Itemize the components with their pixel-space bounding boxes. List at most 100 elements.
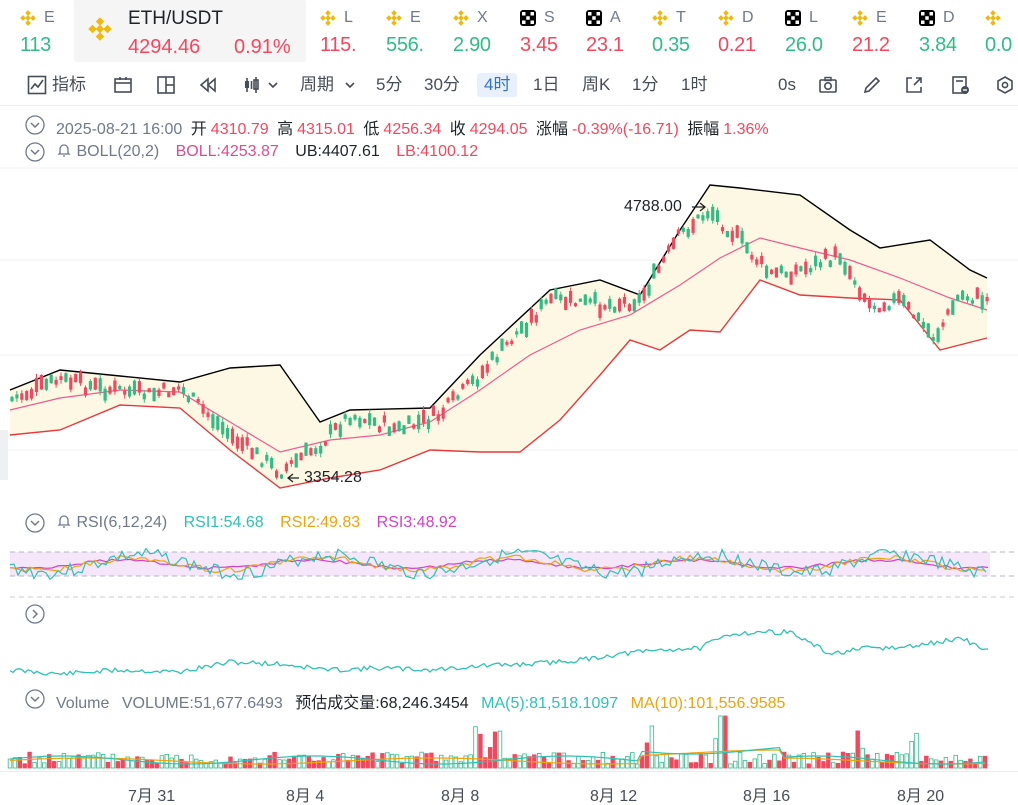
candle bbox=[123, 390, 127, 395]
ticker-item[interactable]: E 556. bbox=[386, 0, 432, 64]
ticker-item[interactable]: T 0.35 bbox=[652, 0, 698, 64]
candle bbox=[417, 414, 421, 430]
candle bbox=[926, 323, 930, 338]
candle bbox=[814, 255, 818, 267]
volume-bar bbox=[919, 760, 924, 769]
ticker-item[interactable]: L 115. bbox=[320, 0, 366, 64]
candle bbox=[34, 377, 39, 393]
volume-bar bbox=[816, 756, 821, 769]
candle bbox=[755, 259, 759, 265]
collapse-icon[interactable] bbox=[25, 115, 45, 135]
candle bbox=[255, 447, 259, 455]
volume-bar bbox=[831, 762, 836, 769]
candle bbox=[260, 463, 264, 467]
volume-bar bbox=[487, 747, 493, 769]
candle bbox=[338, 424, 342, 437]
price-chart[interactable]: 4788.00 3354.28 bbox=[0, 160, 1018, 505]
interval-1w[interactable]: 周K bbox=[582, 75, 611, 94]
candle bbox=[15, 394, 19, 399]
ticker-item[interactable]: A 23.1 bbox=[586, 0, 632, 64]
ticker-item[interactable]: S 3.45 bbox=[520, 0, 566, 64]
interval-30m[interactable]: 30分 bbox=[424, 75, 460, 94]
volume-bar bbox=[693, 762, 699, 769]
indicator-icon bbox=[27, 75, 47, 95]
candle bbox=[314, 448, 318, 454]
interval-1h[interactable]: 1时 bbox=[681, 75, 708, 94]
candle bbox=[363, 418, 367, 424]
change-label: 涨幅 bbox=[536, 121, 569, 138]
binance-logo-icon bbox=[20, 10, 36, 26]
open-value: 4310.79 bbox=[210, 121, 269, 138]
settings-icon[interactable] bbox=[995, 75, 1015, 95]
template-icon[interactable] bbox=[113, 75, 133, 95]
volume-bar bbox=[767, 759, 772, 769]
camera-icon[interactable] bbox=[818, 75, 838, 95]
volume-bar bbox=[590, 756, 596, 769]
volume-bar bbox=[924, 755, 929, 769]
candle bbox=[652, 263, 656, 279]
volume-bar bbox=[811, 752, 816, 769]
volume-bar bbox=[96, 752, 101, 769]
ticker-item[interactable]: D 0.21 bbox=[718, 0, 764, 64]
interval-1d[interactable]: 1日 bbox=[533, 75, 560, 94]
volume-bar bbox=[806, 763, 811, 769]
volume-bar bbox=[429, 752, 434, 769]
expand-icon[interactable] bbox=[904, 75, 924, 95]
ticker-item[interactable]: L 26.0 bbox=[785, 0, 831, 64]
volume-bar bbox=[468, 754, 473, 769]
obv-chart[interactable] bbox=[0, 620, 1018, 685]
ticker-symbol: T bbox=[676, 9, 686, 26]
candle bbox=[622, 297, 627, 304]
candle bbox=[671, 237, 676, 249]
candle bbox=[98, 378, 102, 392]
indicators-button[interactable]: 指标 bbox=[52, 75, 86, 94]
candle bbox=[818, 262, 823, 268]
ticker-item[interactable]: X 2.90 bbox=[453, 0, 499, 64]
candle-type-icon[interactable] bbox=[242, 75, 262, 95]
volume-bar bbox=[551, 752, 557, 769]
candle bbox=[613, 306, 617, 313]
candle bbox=[980, 295, 984, 310]
ticker-item[interactable]: 0.0 bbox=[985, 0, 1018, 64]
x-axis-label: 8月 20 bbox=[897, 788, 945, 805]
volume-bar bbox=[424, 753, 429, 769]
candle bbox=[373, 417, 377, 426]
binance-logo-icon bbox=[88, 17, 112, 41]
bell-icon[interactable] bbox=[56, 142, 72, 158]
rsi3-value: RSI3:48.92 bbox=[376, 514, 457, 531]
volume-bar bbox=[875, 752, 880, 769]
rsi-chart[interactable] bbox=[0, 540, 1018, 600]
candle bbox=[436, 414, 440, 421]
calculator-icon[interactable] bbox=[950, 75, 970, 95]
ticker-item[interactable]: E 21.2 bbox=[852, 0, 898, 64]
side-panel-handle[interactable] bbox=[0, 430, 8, 480]
high-marker-arrow bbox=[692, 202, 707, 212]
active-ticker[interactable]: ETH/USDT 4294.46 0.91% bbox=[74, 0, 306, 62]
ticker-value: 0.0 bbox=[985, 34, 1012, 56]
expand-pane-icon[interactable] bbox=[25, 604, 45, 624]
ticker-item[interactable]: E 113 bbox=[20, 0, 70, 64]
collapse-icon[interactable] bbox=[25, 142, 45, 162]
candle bbox=[970, 300, 974, 304]
candle bbox=[735, 225, 739, 238]
candle bbox=[667, 245, 671, 252]
candle bbox=[118, 385, 122, 390]
bell-icon[interactable] bbox=[56, 513, 72, 529]
collapse-icon[interactable] bbox=[25, 689, 45, 709]
ticker-value: 115. bbox=[320, 34, 357, 56]
ticker-item[interactable]: D 3.84 bbox=[919, 0, 965, 64]
collapse-icon[interactable] bbox=[25, 513, 45, 533]
candle bbox=[137, 381, 141, 393]
period-dropdown[interactable]: 周期 bbox=[300, 75, 334, 94]
layout-icon[interactable] bbox=[156, 75, 176, 95]
pencil-icon[interactable] bbox=[862, 75, 882, 95]
interval-1m[interactable]: 1分 bbox=[632, 75, 659, 94]
interval-4h[interactable]: 4时 bbox=[477, 73, 518, 97]
interval-5m[interactable]: 5分 bbox=[376, 75, 403, 94]
candle bbox=[534, 315, 538, 323]
candle bbox=[88, 381, 92, 390]
boll-ub: UB:4407.61 bbox=[295, 143, 380, 160]
candle bbox=[779, 265, 783, 273]
volume-chart[interactable] bbox=[0, 710, 1018, 770]
replay-icon[interactable] bbox=[198, 75, 218, 95]
